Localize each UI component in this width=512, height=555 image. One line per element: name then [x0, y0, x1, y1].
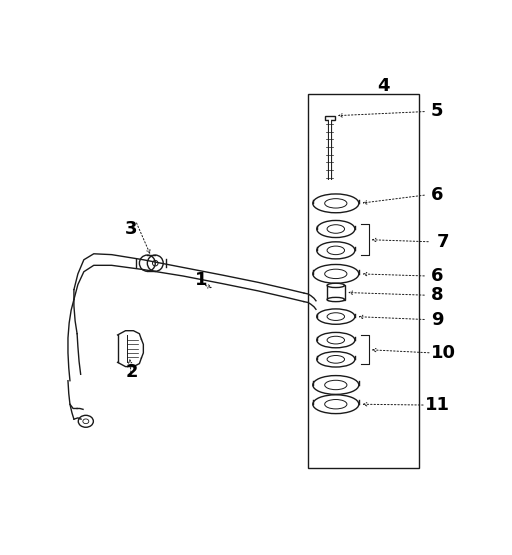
Ellipse shape: [317, 332, 355, 348]
Ellipse shape: [327, 246, 345, 255]
Text: 11: 11: [424, 396, 450, 414]
Bar: [308, 94, 419, 468]
Ellipse shape: [325, 400, 347, 409]
Text: 5: 5: [431, 103, 443, 120]
Ellipse shape: [317, 352, 355, 367]
Text: 6: 6: [431, 267, 443, 285]
Text: 9: 9: [431, 311, 443, 329]
Ellipse shape: [313, 265, 359, 283]
Ellipse shape: [313, 395, 359, 413]
Bar: [327, 285, 345, 300]
Ellipse shape: [327, 297, 345, 302]
Ellipse shape: [327, 356, 345, 363]
Ellipse shape: [313, 376, 359, 395]
Text: 2: 2: [125, 363, 138, 381]
Ellipse shape: [313, 194, 359, 213]
Text: 6: 6: [431, 186, 443, 204]
Ellipse shape: [325, 380, 347, 390]
Ellipse shape: [325, 199, 347, 208]
Ellipse shape: [325, 269, 347, 279]
Text: 8: 8: [431, 286, 443, 304]
Text: 4: 4: [377, 77, 390, 95]
Ellipse shape: [327, 313, 345, 320]
Ellipse shape: [317, 309, 355, 324]
Bar: [325, 116, 335, 120]
Text: 10: 10: [431, 344, 456, 362]
Ellipse shape: [327, 283, 345, 287]
Ellipse shape: [327, 225, 345, 233]
Ellipse shape: [327, 336, 345, 344]
Text: 3: 3: [125, 220, 138, 238]
Text: 7: 7: [437, 233, 449, 251]
Ellipse shape: [317, 220, 355, 238]
Ellipse shape: [317, 242, 355, 259]
Text: 1: 1: [195, 271, 207, 289]
